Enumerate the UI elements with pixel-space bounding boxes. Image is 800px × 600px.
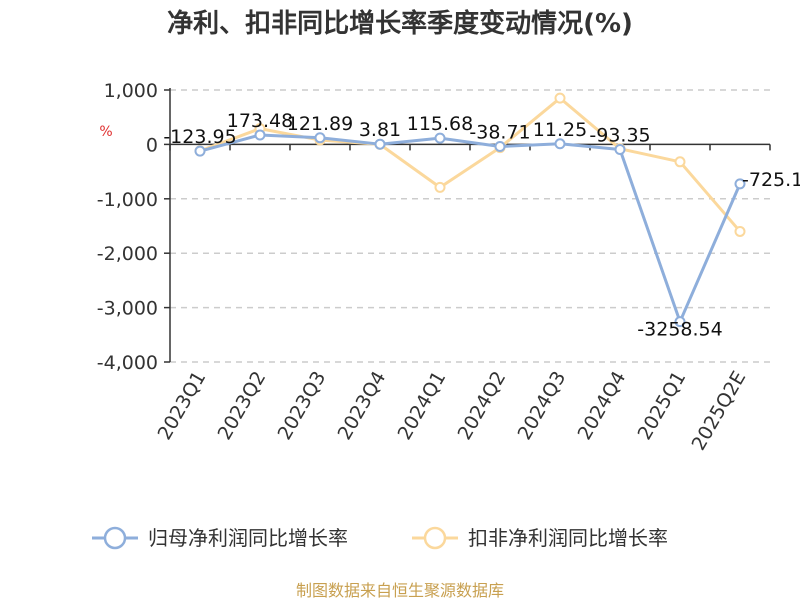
data-label: 121.89	[287, 113, 353, 135]
series-line-2	[199, 96, 742, 233]
series-1-point	[194, 145, 206, 157]
grid-lines	[170, 89, 770, 363]
series-2-point	[434, 181, 446, 193]
x-tick-label: 2023Q4	[334, 368, 391, 444]
y-axis-ticks: 1,000 0 -1,000 -2,000 -3,000 -4,000	[97, 80, 170, 374]
series-2-point	[554, 92, 566, 104]
legend-label: 归母净利润同比增长率	[148, 526, 348, 550]
y-tick-label: -4,000	[97, 352, 158, 374]
x-tick-label: 2025Q2E	[688, 368, 751, 455]
legend-marker	[103, 526, 127, 550]
y-tick-label: -2,000	[97, 243, 158, 265]
legend[interactable]: 归母净利润同比增长率 扣非净利润同比增长率	[92, 526, 668, 550]
data-label: 3.81	[359, 119, 401, 141]
chart-title: 净利、扣非同比增长率季度变动情况(%)	[167, 8, 633, 39]
y-unit-label: %	[99, 124, 112, 140]
series-layer	[194, 92, 746, 328]
x-tick-label: 2023Q3	[274, 368, 331, 444]
data-label: -123.95	[163, 126, 236, 148]
series-1-point	[434, 132, 446, 144]
x-tick-label: 2023Q2	[214, 368, 271, 444]
data-label: -725.14	[742, 169, 800, 191]
series-1-point	[314, 132, 326, 144]
series-1-point	[674, 316, 686, 328]
legend-marker	[423, 526, 447, 550]
data-label: 115.68	[407, 113, 473, 135]
y-tick-label: 1,000	[104, 80, 158, 102]
source-note: 制图数据来自恒生聚源数据库	[296, 581, 504, 600]
x-tick-label: 2024Q4	[574, 368, 631, 444]
data-label: -93.35	[589, 124, 650, 146]
x-tick-label: 2024Q1	[394, 368, 451, 444]
data-label: 173.48	[227, 110, 293, 132]
x-tick-label: 2023Q1	[154, 368, 211, 444]
x-tick-label: 2025Q1	[634, 368, 691, 444]
legend-label: 扣非净利润同比增长率	[468, 526, 668, 550]
series-1-point	[614, 143, 626, 155]
data-label: -38.71	[469, 122, 530, 144]
y-tick-label: 0	[146, 134, 158, 156]
series-2-point	[674, 156, 686, 168]
series-1-point	[554, 138, 566, 150]
series-1-point	[494, 141, 506, 153]
y-tick-label: -1,000	[97, 189, 158, 211]
data-label: -3258.54	[637, 319, 722, 341]
y-tick-label: -3,000	[97, 298, 158, 320]
x-axis-ticks: 2023Q1 2023Q2 2023Q3 2023Q4 2024Q1 2024Q2 2024…	[154, 144, 771, 455]
series-1-point	[374, 138, 386, 150]
series-line-1	[199, 133, 742, 324]
x-tick-label: 2024Q2	[454, 368, 511, 444]
data-label: 11.25	[533, 119, 587, 141]
series-1-point	[734, 178, 746, 190]
x-tick-label: 2024Q3	[514, 368, 571, 444]
series-2-point	[734, 225, 746, 237]
series-1-point	[254, 129, 266, 141]
